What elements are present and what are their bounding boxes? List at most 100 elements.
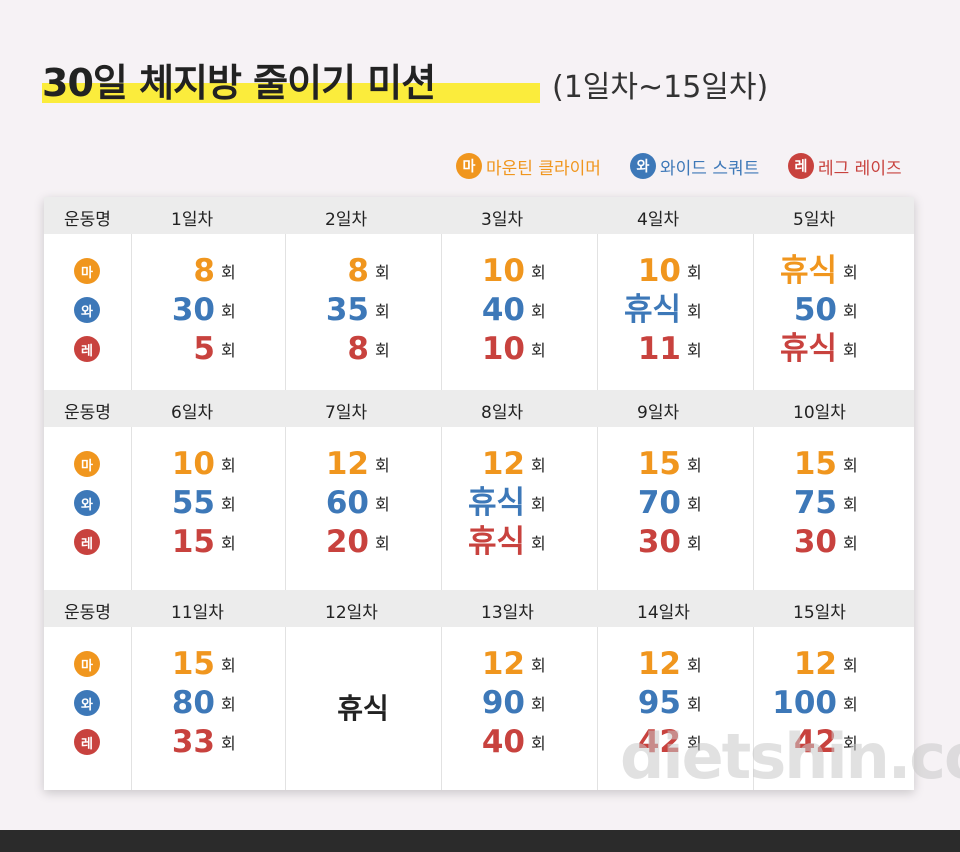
header-cell: 운동명	[64, 403, 111, 423]
row-icon: 레	[74, 336, 100, 362]
unit: 회	[687, 263, 702, 282]
unit: 회	[687, 302, 702, 321]
unit: 회	[843, 263, 858, 282]
unit: 회	[221, 263, 236, 282]
bottom-bar	[0, 830, 960, 852]
unit: 회	[843, 302, 858, 321]
column-line	[285, 197, 286, 790]
count: 75	[793, 485, 837, 521]
day-label: 12일차	[325, 603, 378, 623]
header-cell: 운동명	[64, 210, 111, 230]
unit: 회	[843, 734, 858, 753]
unit: 회	[843, 341, 858, 360]
count: 10	[481, 253, 525, 289]
unit: 회	[375, 341, 390, 360]
day-label: 13일차	[481, 603, 534, 623]
column-line	[597, 197, 598, 790]
unit: 회	[531, 263, 546, 282]
count: 12	[481, 446, 525, 482]
count: 95	[637, 685, 681, 721]
unit: 회	[843, 456, 858, 475]
count: 42	[637, 724, 681, 760]
count: 30	[637, 524, 681, 560]
unit: 회	[375, 534, 390, 553]
count: 100	[772, 685, 837, 721]
count: 10	[637, 253, 681, 289]
day-label: 2일차	[325, 210, 368, 230]
count: 55	[171, 485, 215, 521]
row-icon: 마	[74, 451, 100, 477]
legend-label: 마운틴 클라이머	[486, 158, 601, 179]
count: 10	[481, 331, 525, 367]
count: 12	[325, 446, 369, 482]
unit: 회	[687, 341, 702, 360]
unit: 회	[221, 456, 236, 475]
count: 휴식	[779, 331, 837, 367]
unit: 회	[531, 456, 546, 475]
unit: 회	[843, 695, 858, 714]
count: 80	[171, 685, 215, 721]
row-icon: 마	[74, 651, 100, 677]
unit: 회	[221, 302, 236, 321]
legend-icon: 레	[788, 153, 814, 179]
day-label: 1일차	[171, 210, 214, 230]
title: 30일 체지방 줄이기 미션	[42, 61, 436, 105]
unit: 회	[221, 656, 236, 675]
unit: 회	[221, 695, 236, 714]
row-icon: 와	[74, 690, 100, 716]
unit: 회	[375, 456, 390, 475]
day-label: 5일차	[793, 210, 836, 230]
unit: 회	[687, 456, 702, 475]
count: 30	[171, 292, 215, 328]
count: 30	[793, 524, 837, 560]
count: 15	[793, 446, 837, 482]
legend-label: 와이드 스쿼트	[660, 158, 760, 179]
subtitle: (1일차~15일차)	[552, 70, 769, 105]
count: 휴식	[779, 253, 837, 289]
unit: 회	[531, 534, 546, 553]
legend-item: 마 마운틴 클라이머	[456, 152, 601, 180]
count: 8	[347, 253, 369, 289]
count: 42	[793, 724, 837, 760]
day-label: 3일차	[481, 210, 524, 230]
count: 휴식	[467, 485, 525, 521]
count: 8	[193, 253, 215, 289]
unit: 회	[221, 495, 236, 514]
count: 60	[325, 485, 369, 521]
count: 휴식	[467, 524, 525, 560]
row-icon: 마	[74, 258, 100, 284]
legend-icon: 마	[456, 153, 482, 179]
unit: 회	[531, 341, 546, 360]
legend-label: 레그 레이즈	[818, 158, 902, 179]
unit: 회	[221, 341, 236, 360]
legend-icon: 와	[630, 153, 656, 179]
row-icon: 와	[74, 490, 100, 516]
unit: 회	[375, 302, 390, 321]
day-label: 7일차	[325, 403, 368, 423]
day-label: 11일차	[171, 603, 224, 623]
count: 70	[637, 485, 681, 521]
count: 33	[171, 724, 215, 760]
unit: 회	[375, 495, 390, 514]
column-line	[753, 197, 754, 790]
row-icon: 와	[74, 297, 100, 323]
unit: 회	[843, 656, 858, 675]
count: 12	[481, 646, 525, 682]
legend-item: 레 레그 레이즈	[788, 152, 902, 180]
day-label: 4일차	[637, 210, 680, 230]
count: 20	[325, 524, 369, 560]
header-row	[44, 390, 914, 427]
unit: 회	[531, 495, 546, 514]
unit: 회	[687, 534, 702, 553]
unit: 회	[221, 534, 236, 553]
count: 11	[637, 331, 681, 367]
count: 40	[481, 724, 525, 760]
unit: 회	[687, 656, 702, 675]
column-line	[131, 197, 132, 790]
count: 12	[793, 646, 837, 682]
count: 40	[481, 292, 525, 328]
day-label: 9일차	[637, 403, 680, 423]
watermark: dietshin.com	[620, 720, 960, 793]
table: 운동명 마 와 레 1일차 8 회 30 회 5 회 2일차 8 회 35 회 8 회 3일차 10 회 40 회 10 회 4일…	[44, 197, 914, 790]
